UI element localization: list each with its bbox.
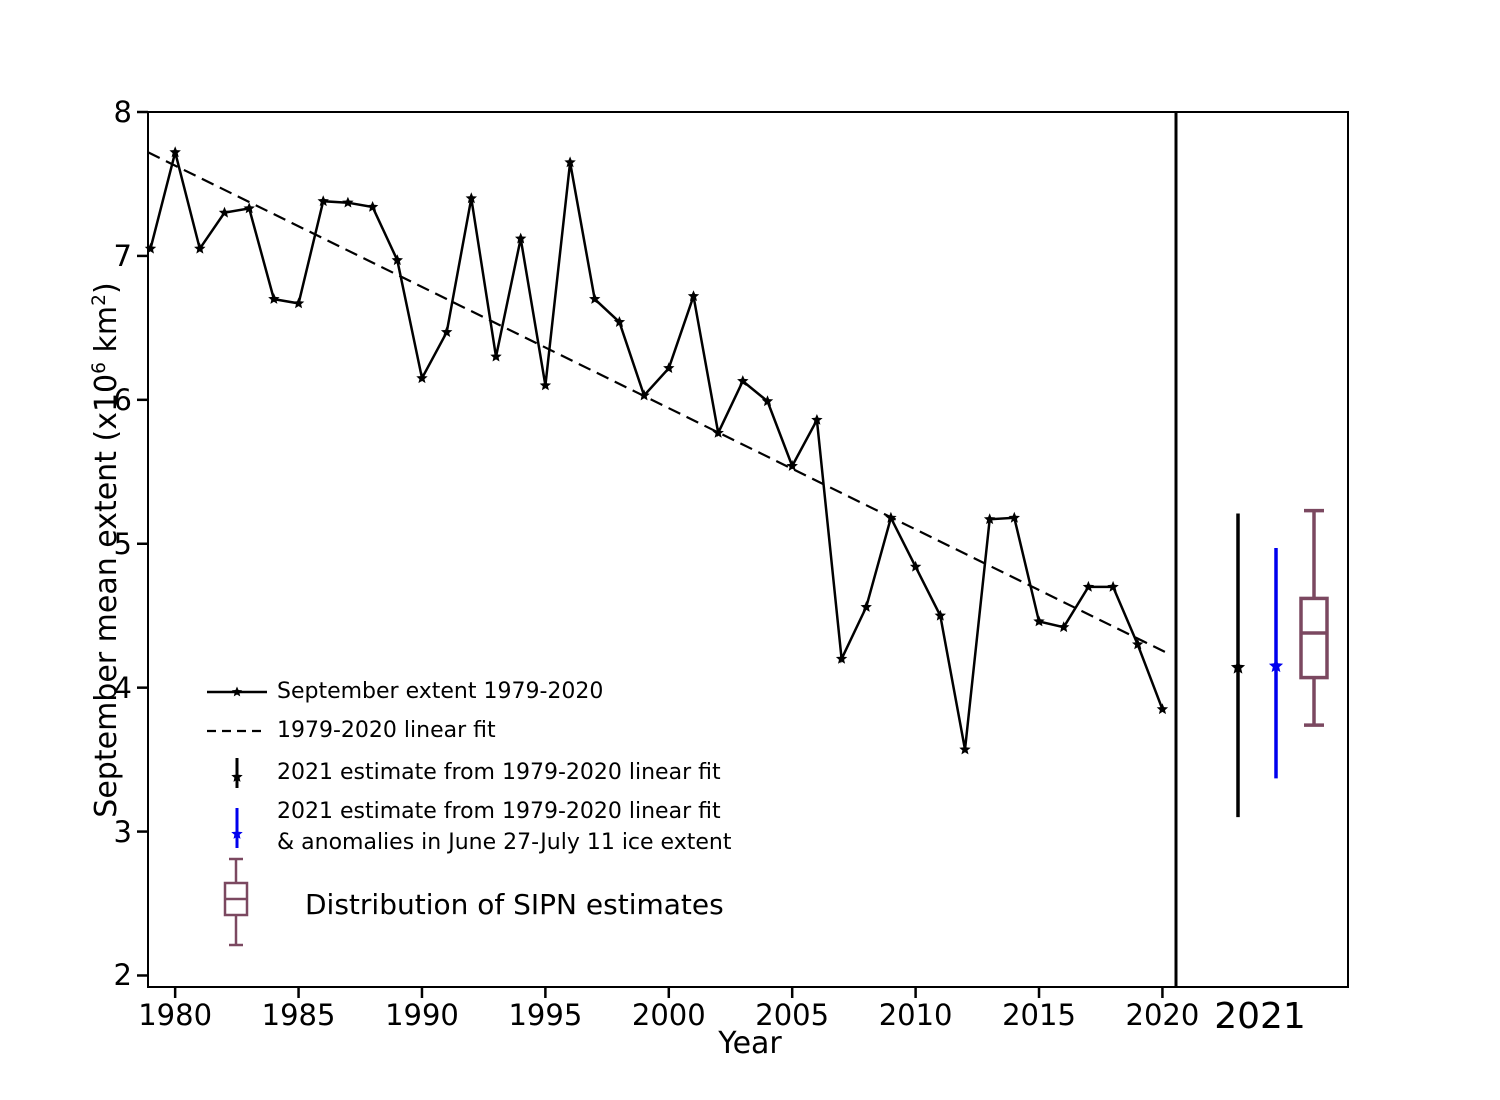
y-axis-label-mid: km bbox=[89, 305, 124, 363]
estimate-errorbar-anomalies bbox=[1268, 548, 1284, 779]
legend-dashed-line-glyph bbox=[207, 729, 267, 733]
x-tick-label: 2000 bbox=[631, 998, 706, 1032]
x-tick-label: 2015 bbox=[1002, 998, 1076, 1032]
x-tick-label-2021: 2021 bbox=[1214, 996, 1306, 1037]
legend-blue-errorbar-glyph bbox=[231, 808, 243, 848]
y-axis-label-text: September mean extent (x10 bbox=[89, 373, 124, 818]
y-axis-label-sup6: 6 bbox=[89, 362, 110, 374]
y-axis-ticks bbox=[137, 110, 148, 977]
estimate-errorbar-linear-fit bbox=[1230, 513, 1246, 818]
legend-label-2021-anomalies-line2: & anomalies in June 27-July 11 ice exten… bbox=[277, 829, 732, 855]
september-extent-markers bbox=[144, 146, 1169, 755]
x-tick-label: 2005 bbox=[755, 998, 830, 1032]
legend-black-errorbar-glyph bbox=[231, 758, 243, 788]
legend-label-2021-anomalies-line1: 2021 estimate from 1979-2020 linear fit bbox=[277, 799, 721, 824]
panel-2021-border bbox=[1175, 111, 1349, 988]
legend-line-star-glyph bbox=[207, 686, 267, 697]
y-axis-label-sup2: 2 bbox=[89, 294, 110, 306]
legend-label-september-extent: September extent 1979-2020 bbox=[277, 679, 604, 704]
x-tick-label: 1980 bbox=[138, 998, 213, 1032]
y-tick-label: 8 bbox=[113, 95, 132, 129]
legend-boxplot-glyph bbox=[223, 857, 249, 947]
y-tick-label: 5 bbox=[113, 526, 132, 561]
x-tick-label: 1990 bbox=[385, 998, 459, 1032]
linear-fit-line bbox=[147, 151, 1168, 655]
legend-label-sipn-distribution: Distribution of SIPN estimates bbox=[305, 888, 724, 921]
legend-label-2021-linear-fit: 2021 estimate from 1979-2020 linear fit bbox=[277, 760, 721, 785]
y-tick-label: 2 bbox=[113, 958, 132, 993]
y-tick-label: 3 bbox=[113, 814, 132, 849]
y-axis-label-post: ) bbox=[89, 282, 124, 295]
x-tick-label: 2010 bbox=[878, 998, 953, 1032]
x-tick-label: 1995 bbox=[508, 998, 583, 1032]
legend-label-2021-anomalies: 2021 estimate from 1979-2020 linear fit … bbox=[277, 797, 731, 858]
sipn-boxplot bbox=[1299, 508, 1329, 727]
september-extent-line bbox=[149, 151, 1164, 750]
y-tick-label: 4 bbox=[113, 670, 132, 705]
y-tick-label: 6 bbox=[113, 382, 132, 417]
x-tick-label: 2020 bbox=[1125, 998, 1200, 1032]
y-tick-label: 7 bbox=[113, 238, 132, 273]
legend-label-linear-fit: 1979-2020 linear fit bbox=[277, 718, 496, 743]
x-tick-label: 1985 bbox=[261, 998, 336, 1032]
x-axis-ticks bbox=[173, 987, 1164, 998]
x-axis-label: Year bbox=[718, 1026, 782, 1061]
